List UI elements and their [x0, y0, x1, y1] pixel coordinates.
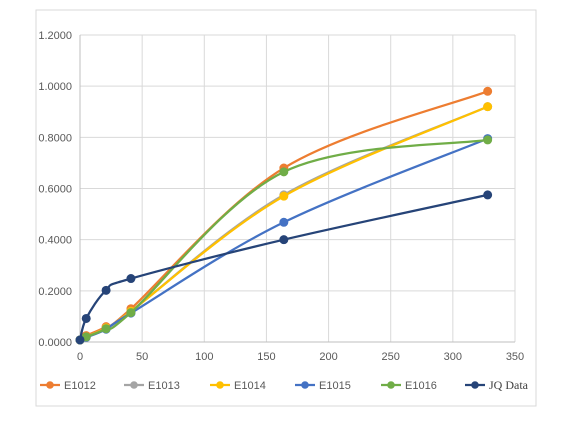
y-tick-label: 0.2000 [38, 286, 72, 298]
data-point [279, 235, 289, 245]
data-point [81, 313, 91, 323]
y-tick-label: 0.8000 [38, 132, 72, 144]
legend-label: E1014 [234, 380, 266, 392]
data-point [101, 324, 111, 334]
legend-label: JQ Data [489, 378, 529, 392]
x-tick-label: 150 [257, 351, 275, 363]
data-point [483, 86, 493, 96]
chart-border [35, 9, 537, 407]
data-point [75, 335, 85, 345]
x-tick-label: 100 [195, 351, 213, 363]
data-point [483, 102, 493, 112]
y-tick-label: 1.0000 [38, 81, 72, 93]
series-group [75, 86, 493, 345]
series-e1016 [75, 135, 493, 345]
data-point [126, 274, 136, 284]
x-tick-label: 300 [444, 351, 462, 363]
legend-item-e1014: E1014 [210, 380, 266, 392]
x-tick-label: 250 [382, 351, 400, 363]
y-tick-label: 0.6000 [38, 184, 72, 196]
x-tick-label: 200 [319, 351, 337, 363]
data-point [279, 217, 289, 227]
legend-swatch-marker [301, 381, 309, 389]
legend-swatch-marker [471, 381, 479, 389]
y-tick-label: 0.4000 [38, 235, 72, 247]
legend-label: E1016 [405, 380, 437, 392]
data-point [279, 191, 289, 201]
legend-label: E1012 [64, 380, 96, 392]
x-tick-label: 0 [77, 351, 83, 363]
series-jq-data [75, 190, 493, 345]
data-point [101, 285, 111, 295]
data-point [279, 167, 289, 177]
legend-swatch-marker [387, 381, 395, 389]
legend-swatch-marker [216, 381, 224, 389]
data-point [126, 308, 136, 318]
legend-swatch-marker [130, 381, 138, 389]
legend-item-jq-data: JQ Data [465, 378, 529, 392]
legend-item-e1013: E1013 [124, 380, 180, 392]
y-tick-label: 1.2000 [38, 30, 72, 42]
legend-label: E1013 [148, 380, 180, 392]
legend-swatch-marker [46, 381, 54, 389]
data-point [483, 135, 493, 145]
data-point [483, 190, 493, 200]
x-tick-label: 50 [136, 351, 148, 363]
x-tick-label: 350 [506, 351, 524, 363]
legend-item-e1012: E1012 [40, 380, 96, 392]
legend: E1012 E1013 E1014 E1015 E1016 JQ Data [40, 378, 529, 392]
gridlines [80, 34, 516, 342]
legend-label: E1015 [319, 380, 351, 392]
y-tick-label: 0.0000 [38, 337, 72, 349]
legend-item-e1015: E1015 [295, 380, 351, 392]
axes: 0.0000 0.2000 0.4000 0.6000 0.8000 1.0000 1.20… [38, 30, 524, 363]
legend-item-e1016: E1016 [381, 380, 437, 392]
